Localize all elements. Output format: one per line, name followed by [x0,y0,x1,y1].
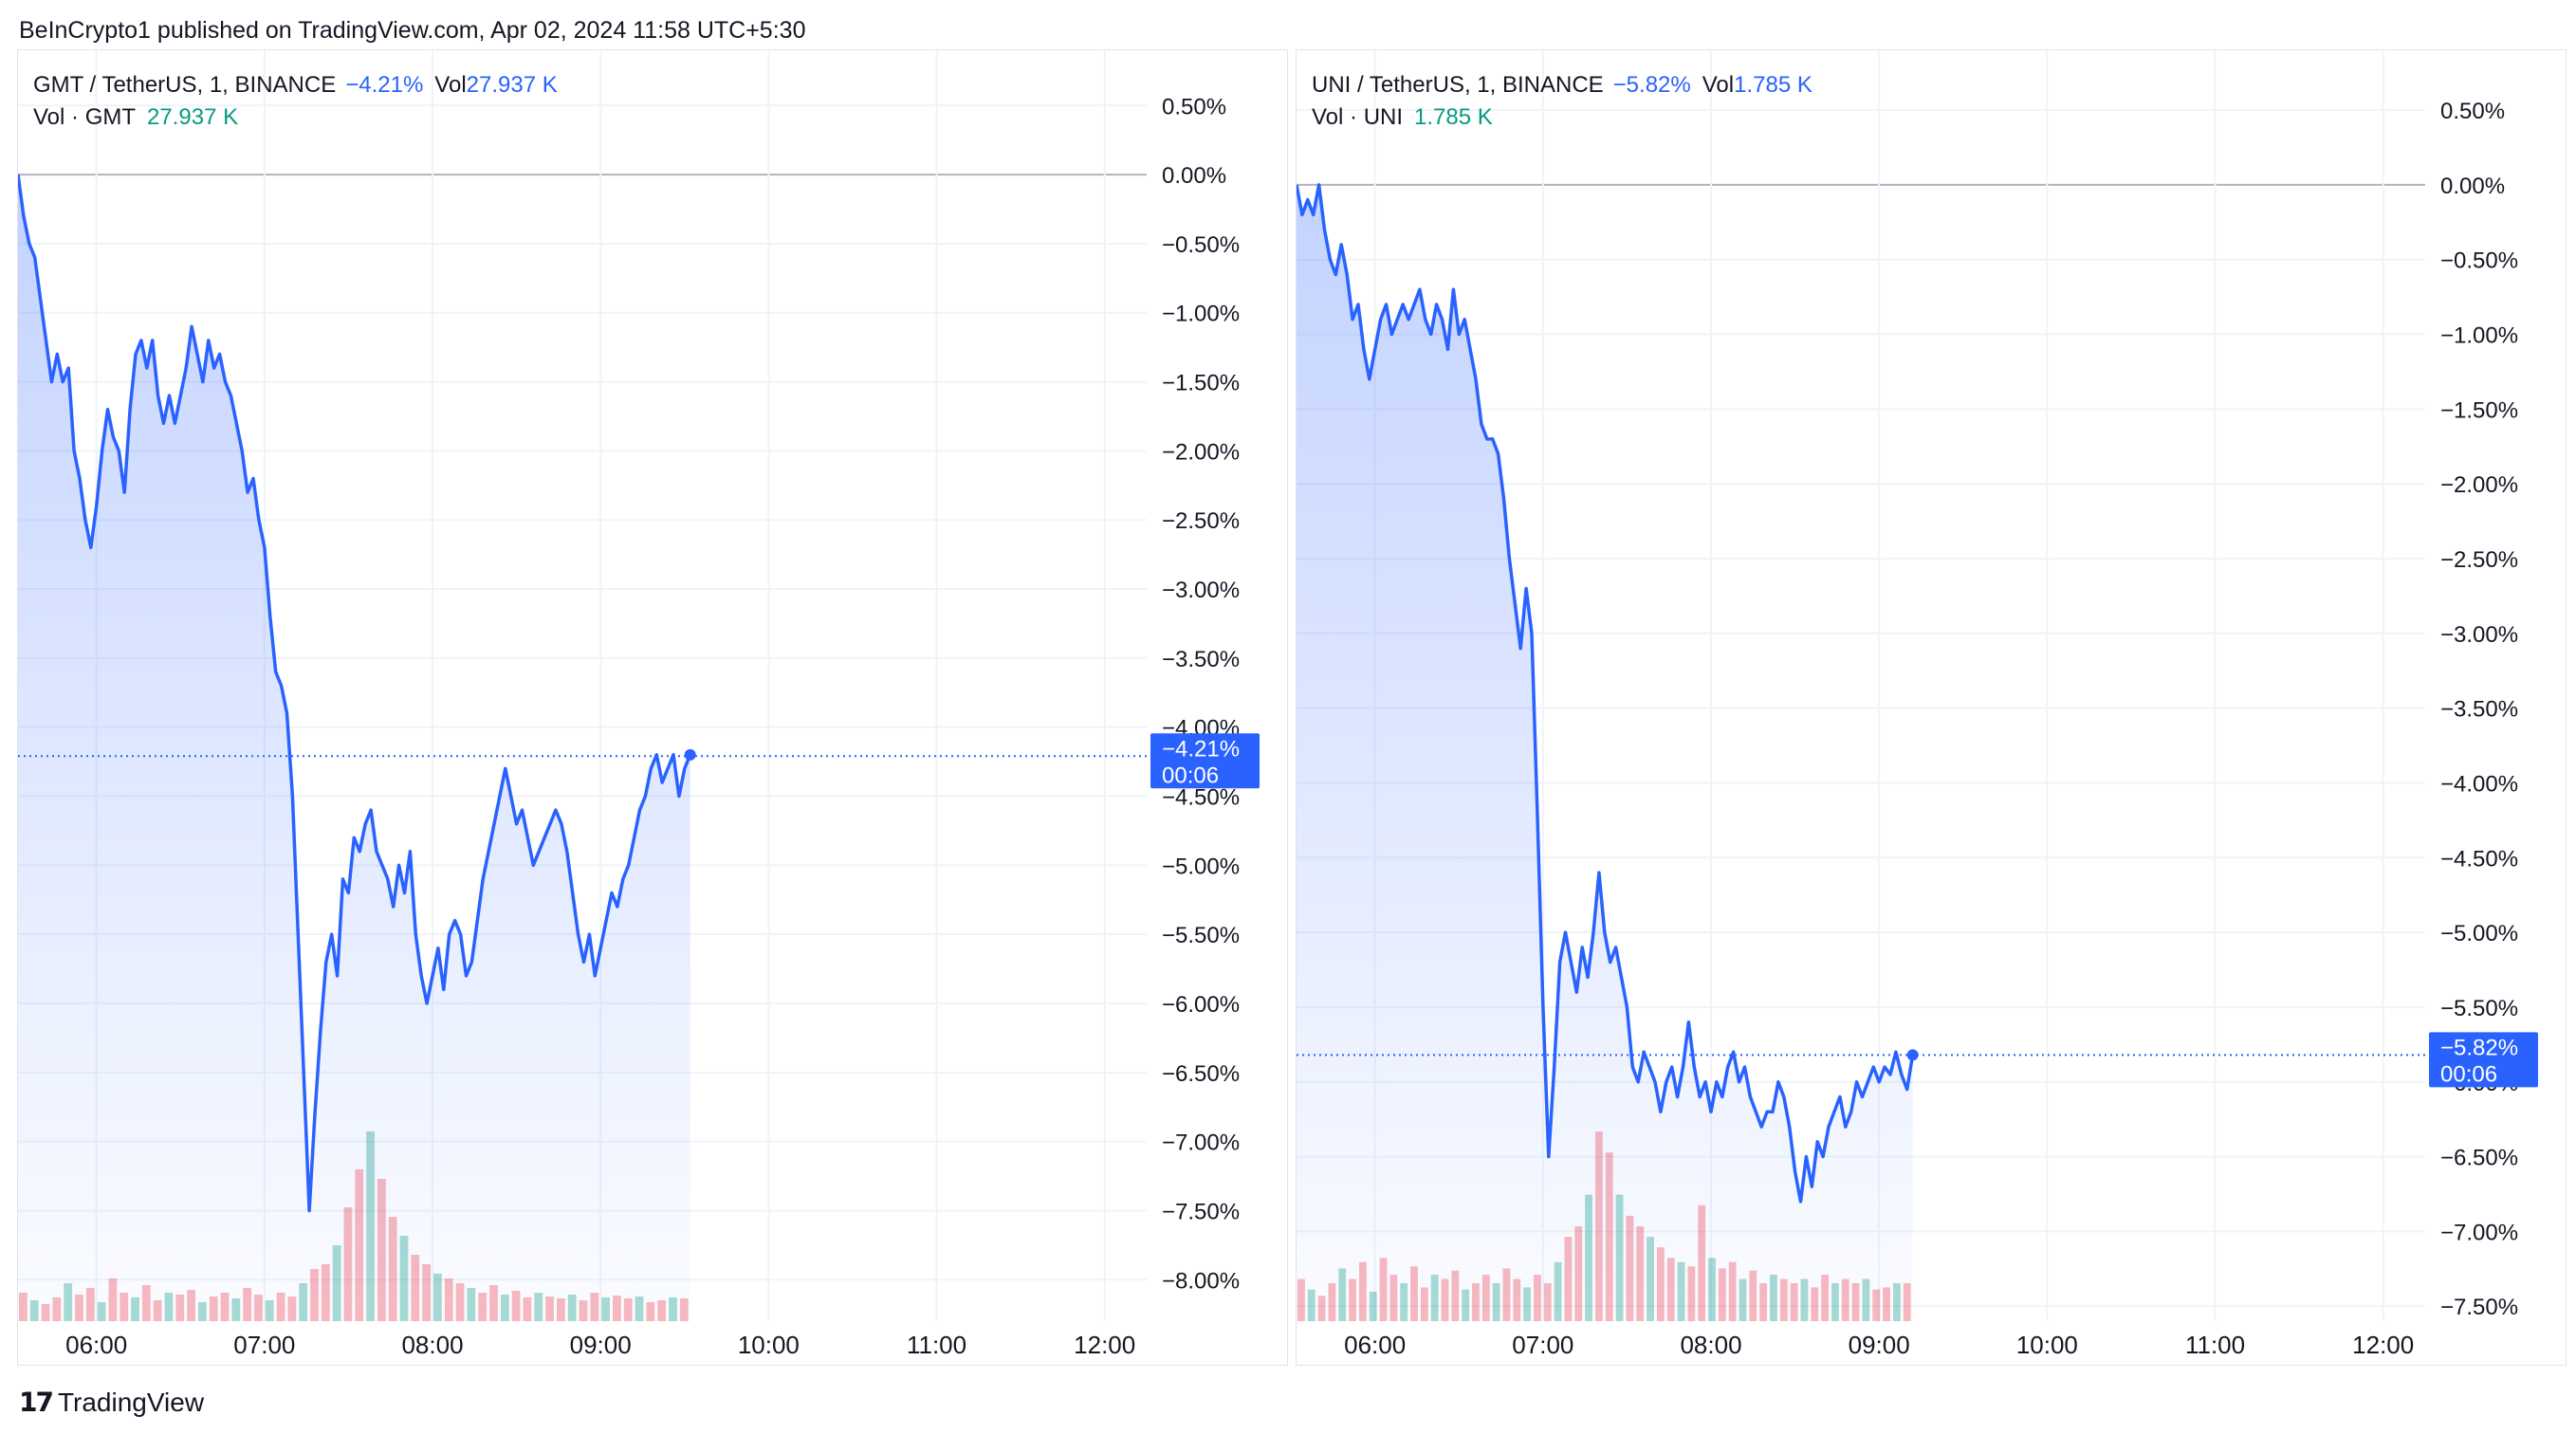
x-tick-label: 11:00 [2185,1331,2245,1359]
y-tick-label: −1.00% [1162,302,1240,327]
x-tick-label: 10:00 [2016,1331,2078,1359]
last-price-label: −4.21% [1162,736,1240,762]
y-tick-label: 0.50% [1162,94,1226,120]
x-tick-label: 06:00 [65,1331,127,1359]
vol-value: 1.785 K [1734,72,1812,98]
chart-panel-gmt[interactable]: 0.50% 0.00% −0.50% −1.00% −1.50% −2.00% −2.50%… [17,49,1288,1366]
change-value: −4.21% [345,72,424,98]
y-tick-label: −3.50% [1162,647,1240,672]
x-tick-label: 09:00 [1849,1331,1910,1359]
y-tick-label: −6.50% [1162,1061,1240,1087]
y-tick-label: −6.50% [2440,1146,2518,1171]
x-tick-label: 07:00 [233,1331,295,1359]
y-tick-label: −0.50% [1162,232,1240,258]
vol-series-value: 27.937 K [147,104,239,130]
y-tick-label: −7.00% [2440,1220,2518,1245]
y-tick-label: −7.50% [1162,1199,1240,1224]
change-value: −5.82% [1612,72,1691,98]
last-point [1906,1049,1919,1061]
y-tick-label: −2.00% [2440,472,2518,498]
y-tick-label: −7.00% [1162,1131,1240,1156]
x-tick-label: 09:00 [570,1331,632,1359]
y-tick-label: −6.00% [1162,992,1240,1018]
y-tick-label: −4.00% [2440,771,2518,797]
y-tick-label: −2.50% [2440,547,2518,573]
logo-text: TradingView [57,1387,205,1417]
vol-series-value: 1.785 K [1414,104,1493,130]
y-tick-label: −0.50% [2440,248,2518,274]
x-tick-label: 12:00 [1074,1331,1135,1359]
x-tick-label: 10:00 [738,1331,800,1359]
x-tick-label: 06:00 [1344,1331,1406,1359]
y-tick-label: −5.00% [2440,921,2518,947]
x-tick-label: 08:00 [401,1331,463,1359]
y-tick-label: 0.00% [2440,174,2505,199]
published-line: BeInCrypto1 published on TradingView.com… [19,17,806,44]
vol-label: Vol [1702,72,1735,98]
vol-label: Vol [434,72,467,98]
area-fill [1297,184,1913,1321]
countdown-label: 00:06 [2440,1061,2497,1087]
y-tick-label: −2.00% [1162,439,1240,465]
y-tick-label: 0.50% [2440,99,2505,124]
chart-svg-gmt[interactable]: 0.50% 0.00% −0.50% −1.00% −1.50% −2.00% −2.50%… [18,50,1289,1367]
last-point [684,748,696,761]
x-tick-label: 08:00 [1680,1331,1741,1359]
y-tick-label: −1.50% [1162,371,1240,396]
vol-value: 27.937 K [466,72,558,98]
y-tick-label: −4.50% [2440,846,2518,872]
countdown-label: 00:06 [1162,763,1219,788]
y-tick-label: 0.00% [1162,163,1226,189]
chart-panel-uni[interactable]: 0.50% 0.00% −0.50% −1.00% −1.50% −2.00% −2.50%… [1296,49,2567,1366]
price-line [18,174,692,1213]
area-fill [18,175,690,1322]
y-tick-label: −1.50% [2440,397,2518,423]
vol-series-label[interactable]: Vol · GMT [33,104,137,130]
y-tick-label: −5.50% [1162,923,1240,948]
y-tick-label: −5.00% [1162,854,1240,879]
y-tick-label: −3.00% [1162,578,1240,603]
symbol-label[interactable]: GMT / TetherUS, 1, BINANCE [33,72,337,98]
y-tick-label: −3.00% [2440,622,2518,648]
y-tick-label: −5.50% [2440,996,2518,1021]
chart-svg-uni[interactable]: 0.50% 0.00% −0.50% −1.00% −1.50% −2.00% −2.50%… [1297,50,2567,1367]
y-tick-label: −3.50% [2440,697,2518,723]
symbol-label[interactable]: UNI / TetherUS, 1, BINANCE [1312,72,1604,98]
y-tick-label: −7.50% [2440,1295,2518,1320]
y-tick-label: −2.50% [1162,508,1240,534]
tradingview-logo-icon: 𝟭𝟳 [19,1388,54,1417]
y-tick-label: −8.00% [1162,1268,1240,1294]
last-price-box [1150,733,1260,789]
last-price-label: −5.82% [2440,1035,2518,1060]
legend-gmt: GMT / TetherUS, 1, BINANCE −4.21% Vol27.93… [33,69,558,134]
x-tick-label: 12:00 [2352,1331,2414,1359]
y-tick-label: −1.00% [2440,323,2518,349]
legend-uni: UNI / TetherUS, 1, BINANCE −5.82% Vol1.785… [1312,69,1812,134]
x-tick-label: 07:00 [1512,1331,1573,1359]
y-tick-label: −4.50% [1162,785,1240,811]
x-tick-label: 11:00 [907,1331,966,1359]
price-line [1297,183,1915,1204]
last-price-box [2429,1032,2538,1088]
tradingview-logo[interactable]: 𝟭𝟳 TradingView [19,1387,204,1418]
vol-series-label[interactable]: Vol · UNI [1312,104,1404,130]
